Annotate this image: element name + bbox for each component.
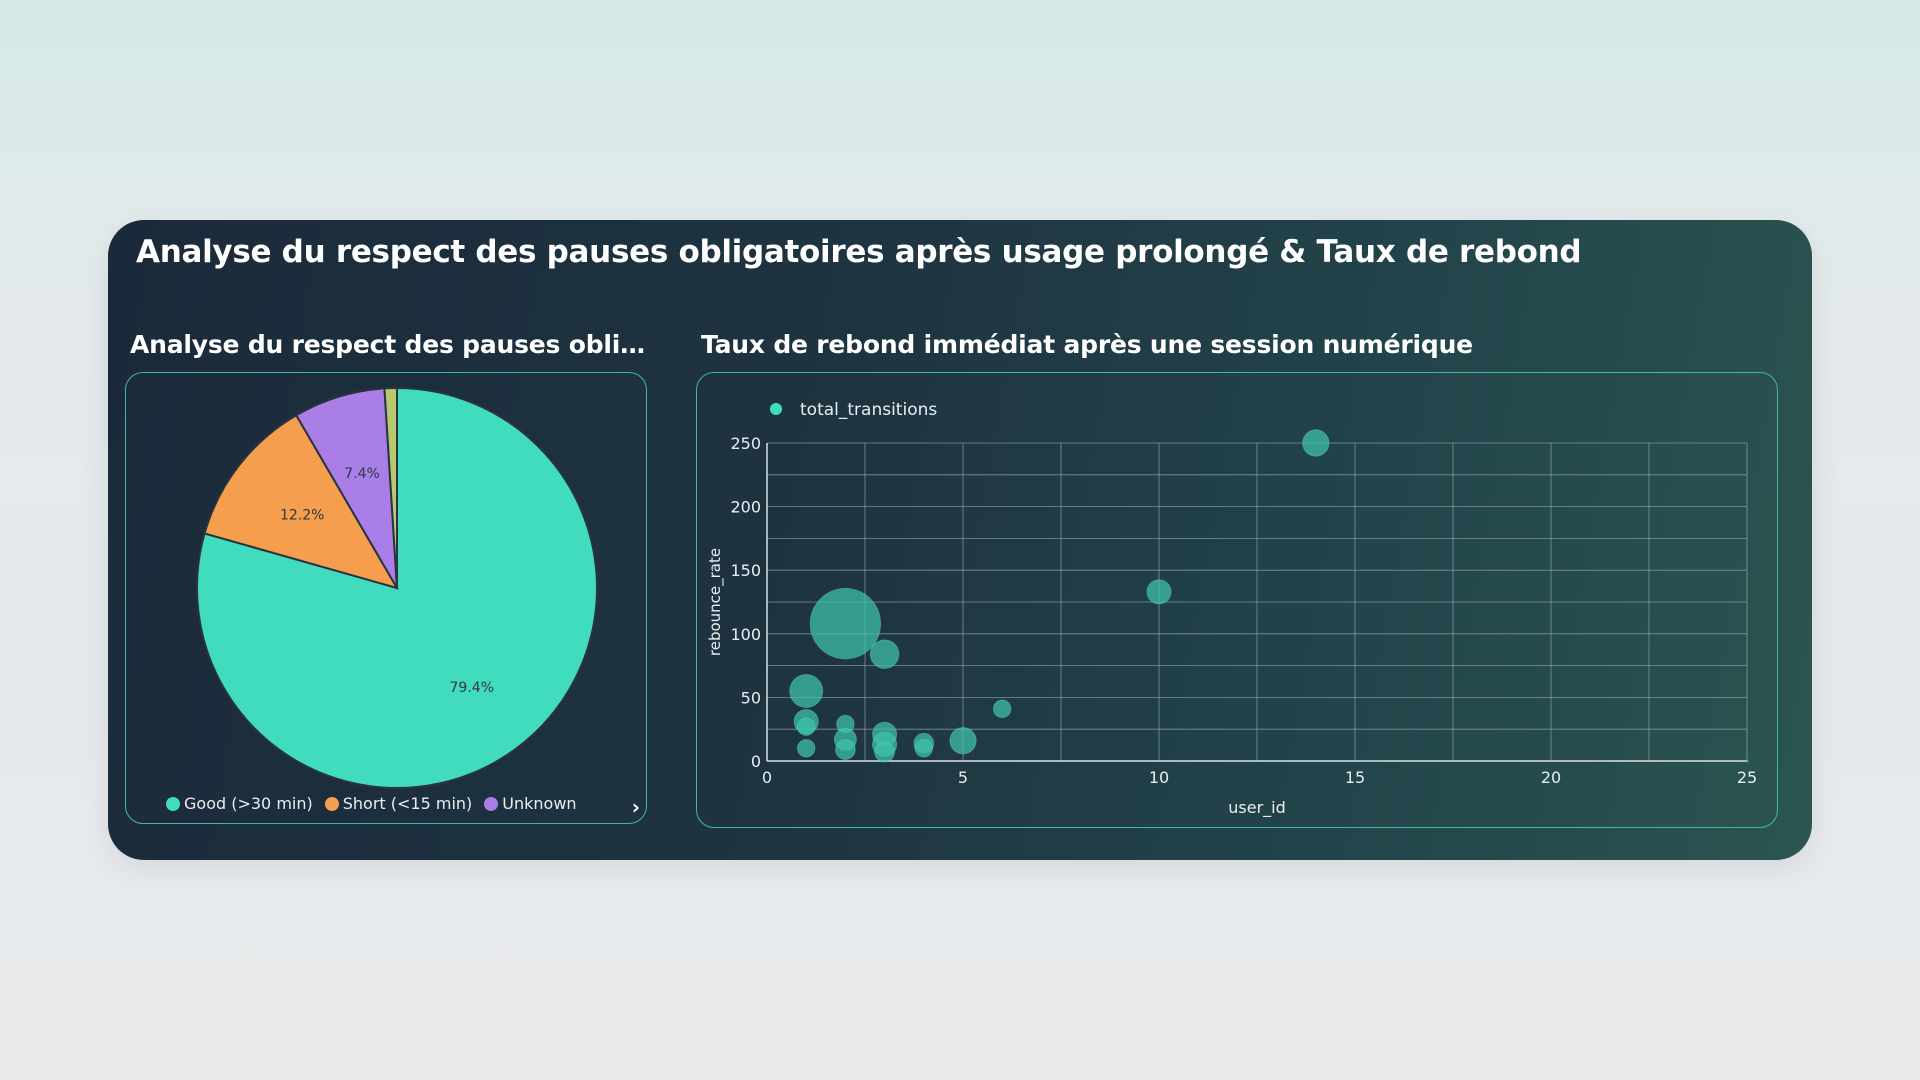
legend-label-unknown: Unknown (502, 794, 577, 813)
x-tick-label: 0 (762, 768, 772, 787)
pie-slice-short[interactable] (203, 413, 400, 590)
pie-slice-other[interactable] (383, 386, 398, 589)
scatter-chart-panel: 0 5 10 15 20 25 0 50 100 150 200 250 user_id rebounce… (696, 372, 1778, 828)
pie-slice-label: 7.4% (344, 466, 380, 482)
legend-swatch-short (324, 796, 339, 811)
legend-swatch-unknown (484, 796, 499, 811)
y-axis-title: rebounce_rate (706, 548, 725, 656)
scatter-point[interactable] (1302, 429, 1330, 457)
dashboard-card: Analyse du respect des pauses obligatoir… (108, 220, 1812, 860)
legend-item-short[interactable]: Short (<15 min) (324, 794, 473, 813)
scatter-chart: 0 5 10 15 20 25050100150200250user_idrebounce… (706, 400, 1757, 818)
pie-chart-title: Analyse du respect des pauses oblig... (130, 330, 650, 359)
x-tick-label: 20 (1541, 768, 1561, 787)
scatter-chart-title: Taux de rebond immédiat après une sessio… (701, 330, 1473, 359)
scatter-point[interactable] (789, 674, 824, 709)
legend-item-unknown[interactable]: Unknown (484, 794, 577, 813)
legend-item-good[interactable]: Good (>30 min) (166, 794, 313, 813)
dashboard-title: Analyse du respect des pauses obligatoir… (136, 234, 1582, 270)
y-tick-label: 250 (730, 434, 761, 453)
x-tick-label: 25 (1737, 768, 1757, 787)
y-tick-label: 50 (741, 688, 761, 707)
scatter-point[interactable] (869, 639, 900, 669)
y-tick-label: 0 (751, 752, 761, 771)
x-tick-label: 10 (1149, 768, 1169, 787)
scatter-point[interactable] (874, 741, 896, 763)
legend-next-arrow-icon[interactable]: › (631, 795, 640, 819)
y-tick-label: 100 (730, 625, 761, 644)
y-tick-label: 200 (730, 498, 761, 517)
pie-chart-panel: 79.4% 12.2% 7.4% Good (>30 min) Short (<15… (125, 372, 647, 824)
legend-label-short: Short (<15 min) (342, 794, 473, 813)
legend-label-total-transitions[interactable]: total_transitions (800, 400, 937, 420)
scatter-point[interactable] (1146, 579, 1172, 605)
legend-swatch-total-transitions (770, 403, 782, 415)
scatter-point[interactable] (992, 699, 1012, 719)
scatter-point[interactable] (1745, 759, 1749, 763)
pie-slice-label: 79.4% (450, 680, 494, 696)
scatter-point[interactable] (809, 587, 882, 660)
x-tick-label: 5 (958, 768, 968, 787)
pie-slice-label: 12.2% (280, 507, 324, 523)
grid-lines (766, 442, 1748, 762)
pie-legend: Good (>30 min) Short (<15 min) Unknown (166, 794, 577, 813)
y-tick-label: 150 (730, 561, 761, 580)
pie-chart: 79.4% 12.2% 7.4% (196, 386, 598, 789)
x-axis-title: user_id (1228, 798, 1286, 818)
scatter-point[interactable] (796, 717, 816, 736)
legend-swatch-good (166, 796, 180, 811)
legend-label-good: Good (>30 min) (184, 794, 313, 813)
scatter-point[interactable] (796, 738, 816, 758)
scatter-point[interactable] (914, 738, 934, 758)
scatter-point[interactable] (835, 739, 856, 760)
x-tick-label: 15 (1345, 768, 1365, 787)
scatter-point[interactable] (949, 726, 977, 755)
